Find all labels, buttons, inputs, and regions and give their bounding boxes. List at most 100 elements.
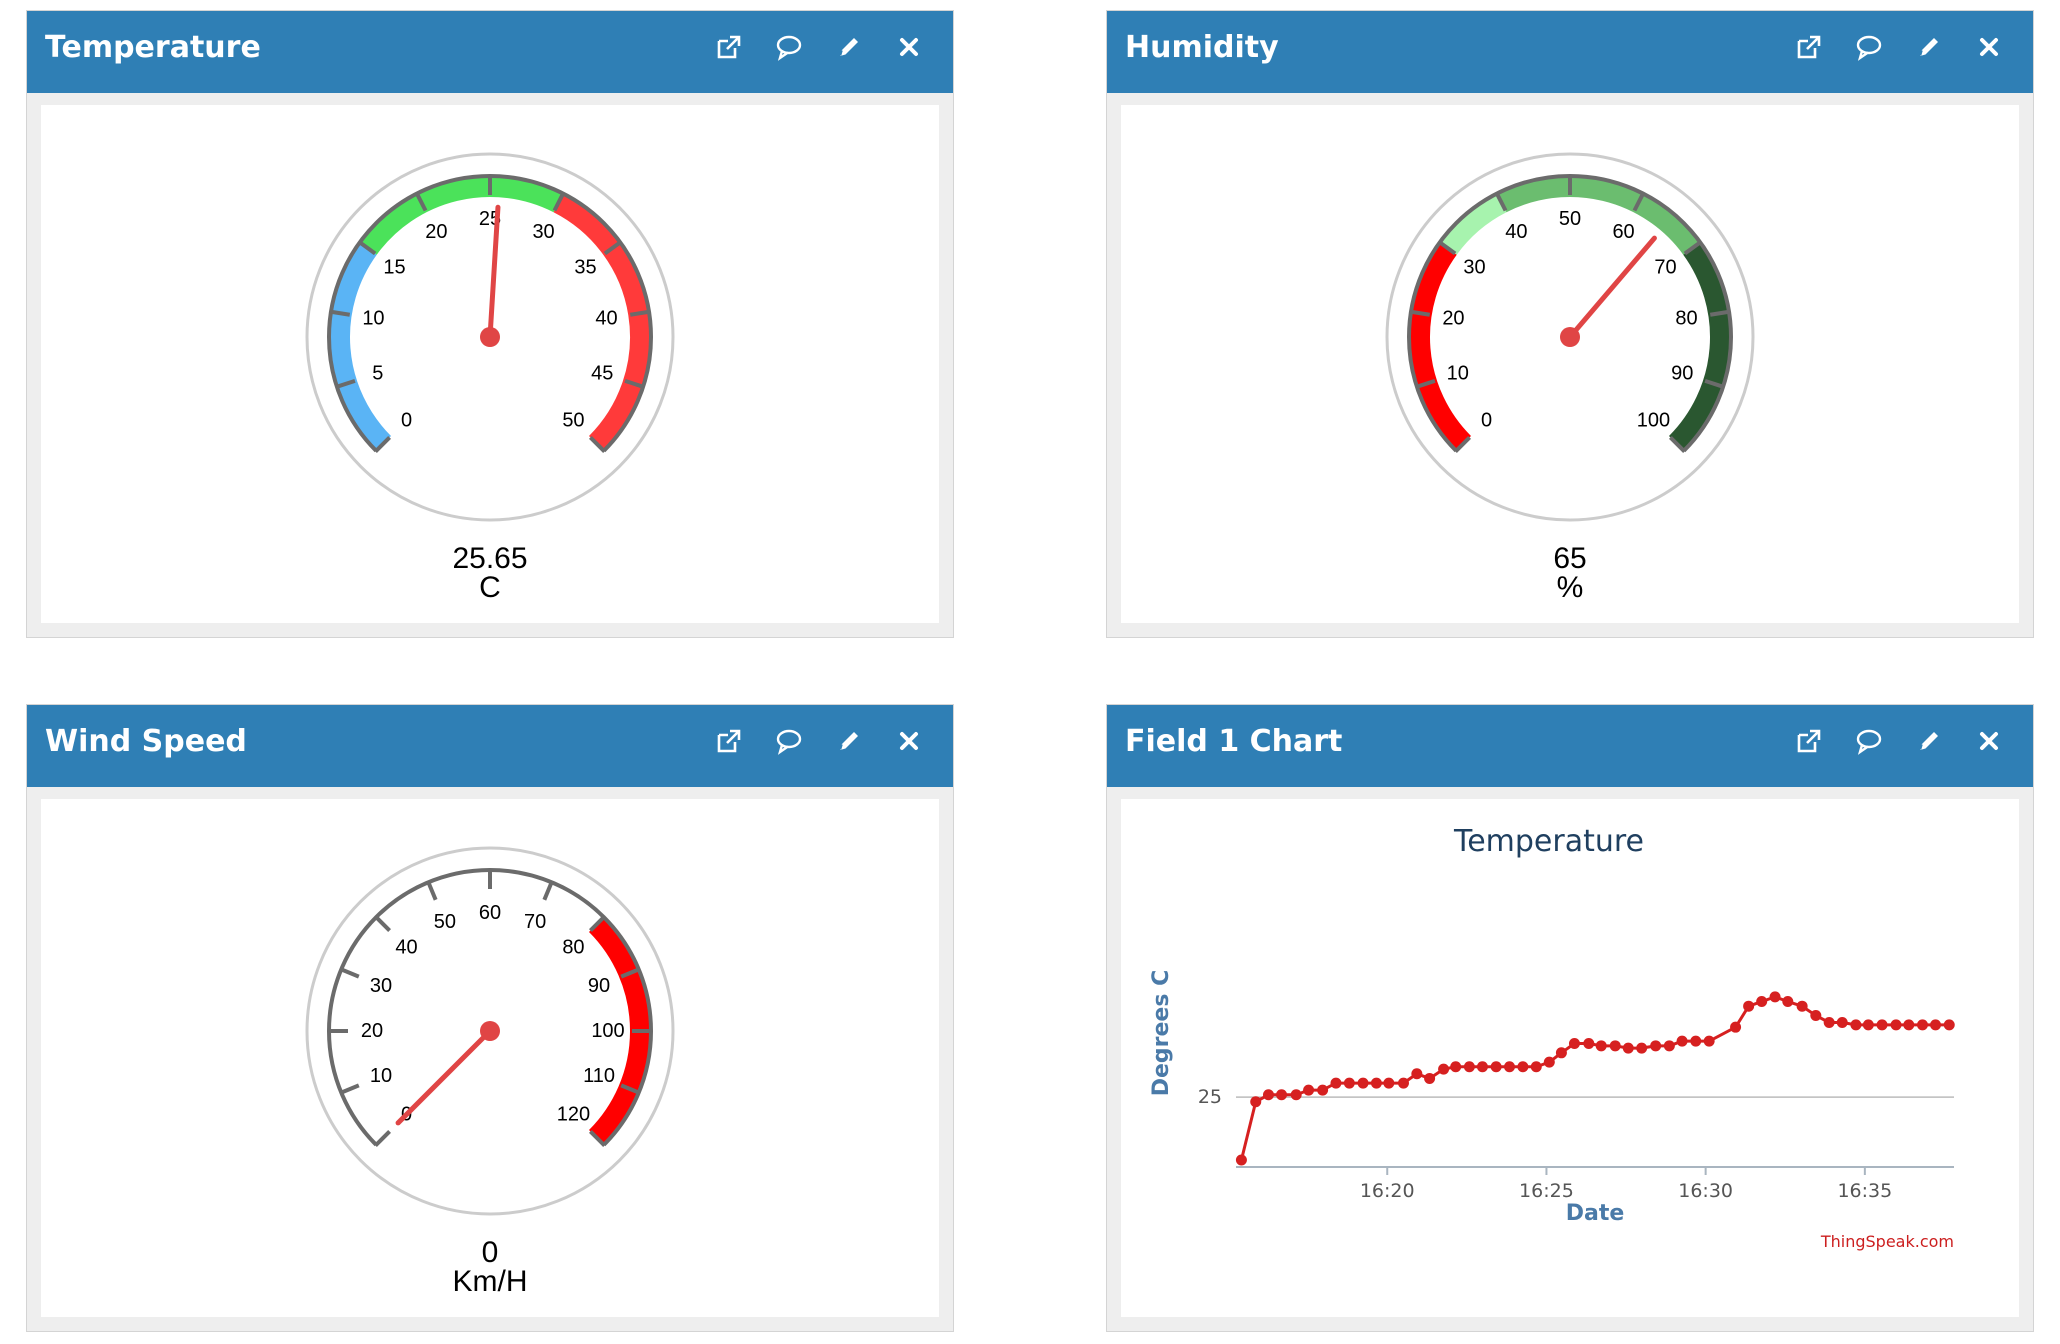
comment-button[interactable] [769, 721, 809, 761]
data-point[interactable] [1890, 1019, 1902, 1031]
data-point[interactable] [1756, 996, 1768, 1008]
temperature-line-chart: Temperature 25 16:20 16:25 16:30 16:35 Date Deg… [1149, 824, 1955, 1251]
gauge-tick-label: 60 [1612, 221, 1634, 243]
data-point[interactable] [1568, 1037, 1580, 1049]
edit-button[interactable] [829, 721, 869, 761]
data-point[interactable] [1743, 1000, 1755, 1012]
widget-body: Temperature 25 16:20 16:25 16:30 16:35 Date Deg… [1121, 799, 2019, 1317]
data-point[interactable] [1517, 1061, 1529, 1073]
data-point[interactable] [1703, 1035, 1715, 1047]
gauge-tick-label: 10 [362, 308, 384, 330]
data-point[interactable] [1769, 991, 1781, 1003]
data-point[interactable] [1303, 1084, 1315, 1096]
edit-button[interactable] [829, 27, 869, 67]
gauge-tick-label: 10 [370, 1065, 392, 1087]
pencil-icon [839, 38, 858, 56]
data-point[interactable] [1796, 1000, 1808, 1012]
data-point[interactable] [1411, 1068, 1423, 1080]
data-point[interactable] [1650, 1040, 1662, 1052]
data-point[interactable] [1609, 1040, 1621, 1052]
y-axis-title: Degrees C [1149, 970, 1174, 1097]
data-point[interactable] [1943, 1019, 1955, 1031]
data-point[interactable] [1676, 1035, 1688, 1047]
data-point[interactable] [1543, 1056, 1555, 1068]
close-button[interactable] [889, 27, 929, 67]
data-point[interactable] [1730, 1021, 1742, 1033]
widget-body: 0 10 20 30 40 50 60 70 80 90 100 65 % [1121, 105, 2019, 623]
external-link-icon [1797, 729, 1821, 753]
close-button[interactable] [889, 721, 929, 761]
data-point[interactable] [1782, 996, 1794, 1008]
gauge-tick-label: 100 [591, 1020, 624, 1042]
humidity-gauge: 0 10 20 30 40 50 60 70 80 90 100 [1385, 152, 1755, 522]
data-point[interactable] [1476, 1061, 1488, 1073]
data-point[interactable] [1463, 1061, 1475, 1073]
data-point[interactable] [1690, 1035, 1702, 1047]
gauge-tick [335, 378, 356, 389]
gauge-tick [1683, 240, 1703, 256]
edit-button[interactable] [1909, 27, 1949, 67]
data-point[interactable] [1450, 1061, 1462, 1073]
comment-button[interactable] [1849, 27, 1889, 67]
data-point[interactable] [1383, 1077, 1395, 1089]
gauge-tick [603, 240, 623, 256]
edit-button[interactable] [1909, 721, 1949, 761]
data-point[interactable] [1876, 1019, 1888, 1031]
data-point[interactable] [1862, 1019, 1874, 1031]
data-point[interactable] [1370, 1077, 1382, 1089]
comment-button[interactable] [769, 27, 809, 67]
data-point[interactable] [1504, 1061, 1516, 1073]
data-point[interactable] [1595, 1040, 1607, 1052]
gauge-tick [620, 967, 641, 979]
data-point[interactable] [1810, 1010, 1822, 1022]
data-point[interactable] [1930, 1019, 1942, 1031]
gauge-tick [624, 378, 645, 389]
gauge-tick [339, 967, 360, 979]
data-point[interactable] [1530, 1061, 1542, 1073]
data-point[interactable] [1276, 1089, 1288, 1101]
data-point[interactable] [1290, 1089, 1302, 1101]
y-tick-label: 25 [1198, 1086, 1222, 1108]
data-point[interactable] [1343, 1077, 1355, 1089]
close-button[interactable] [1969, 721, 2009, 761]
data-point[interactable] [1235, 1154, 1247, 1166]
data-point[interactable] [1850, 1019, 1862, 1031]
open-external-button[interactable] [1789, 27, 1829, 67]
comment-button[interactable] [1849, 721, 1889, 761]
data-point[interactable] [1397, 1077, 1409, 1089]
data-point[interactable] [1317, 1084, 1329, 1096]
gauge-tick [1632, 191, 1646, 212]
gauge-tick-label: 70 [1654, 257, 1676, 279]
gauge-tick [588, 915, 606, 933]
data-point[interactable] [1903, 1019, 1915, 1031]
gauge-tick-label: 100 [1637, 409, 1670, 431]
data-point[interactable] [1330, 1077, 1342, 1089]
data-point[interactable] [1262, 1089, 1274, 1101]
data-point[interactable] [1250, 1096, 1262, 1108]
x-axis-title: Date [1566, 1201, 1625, 1226]
data-point[interactable] [1622, 1042, 1634, 1054]
data-point[interactable] [1636, 1042, 1648, 1054]
gauge-tick-label: 120 [557, 1103, 590, 1125]
data-point[interactable] [1916, 1019, 1928, 1031]
close-button[interactable] [1969, 27, 2009, 67]
open-external-button[interactable] [1789, 721, 1829, 761]
wind-speed-widget: Wind Speed 0102030405060708090100110120 … [26, 704, 954, 1332]
data-point[interactable] [1357, 1077, 1369, 1089]
gauge-band [360, 177, 563, 255]
widget-header: Humidity [1107, 11, 2033, 93]
open-external-button[interactable] [709, 27, 749, 67]
open-external-button[interactable] [709, 721, 749, 761]
widget-actions [1769, 27, 2009, 67]
data-point[interactable] [1663, 1040, 1675, 1052]
data-point[interactable] [1438, 1063, 1450, 1075]
data-point[interactable] [1823, 1017, 1835, 1029]
data-point[interactable] [1836, 1017, 1848, 1029]
data-point[interactable] [1555, 1047, 1567, 1059]
widget-actions [1769, 721, 2009, 761]
gauge-tick [588, 1129, 606, 1147]
data-point[interactable] [1424, 1072, 1436, 1084]
data-point[interactable] [1583, 1037, 1595, 1049]
data-point[interactable] [1490, 1061, 1502, 1073]
gauge-tick-label: 70 [524, 911, 546, 933]
